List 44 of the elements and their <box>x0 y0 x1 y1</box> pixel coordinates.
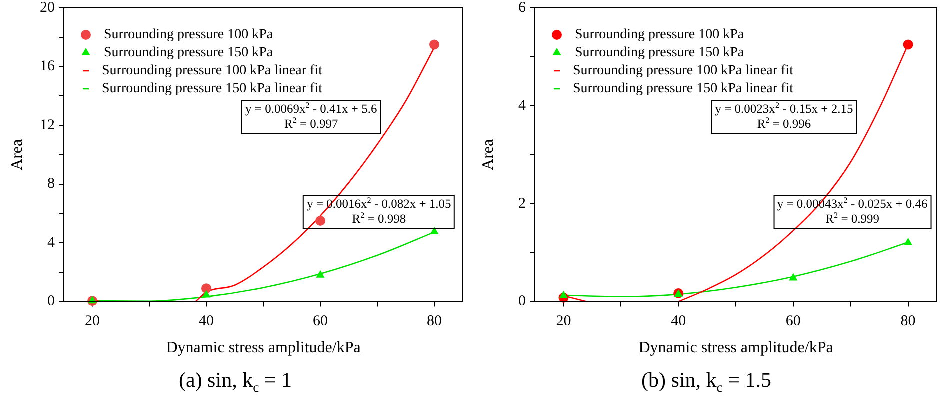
y-axis-title: Area <box>8 139 26 170</box>
point <box>903 40 914 50</box>
y-tick-label: 4 <box>518 98 526 114</box>
point <box>789 273 798 281</box>
legend-label: Surrounding pressure 150 kPa linear fit <box>573 82 794 97</box>
legend-label: Surrounding pressure 150 kPa <box>575 46 745 61</box>
y-tick-label: 16 <box>40 58 56 75</box>
y-tick-label: 4 <box>48 234 56 251</box>
legend-label: Surrounding pressure 100 kPa linear fit <box>102 64 323 79</box>
point <box>430 40 440 50</box>
text: (b) sin, k$_{c}$ = 1.5 <box>640 368 772 396</box>
y-tick-label: 0 <box>48 294 55 310</box>
y-tick-label: 12 <box>40 117 55 134</box>
y-tick-label: 2 <box>518 196 526 212</box>
point <box>430 227 439 235</box>
x-tick-label: 60 <box>313 314 328 330</box>
x-tick-label: 80 <box>427 314 442 330</box>
legend-label: Surrounding pressure 100 kPa <box>104 28 274 43</box>
text: y = 0.0069x$^{2}$ - 0.41x + 5.6 R$^{2}$ = 0.997 <box>246 100 378 131</box>
text: (a) sin, k$_{c}$ = 1 <box>178 368 293 396</box>
x-axis-title: Dynamic stress amplitude/kPa <box>638 340 834 357</box>
x-tick-label: 60 <box>786 314 801 330</box>
legend-label: Surrounding pressure 100 kPa linear fit <box>573 64 794 79</box>
legend-label: Surrounding pressure 100 kPa <box>575 28 745 43</box>
x-tick-label: 20 <box>85 314 100 330</box>
y-tick-label: 0 <box>518 294 526 310</box>
y-axis-title: Area <box>480 139 497 170</box>
point <box>316 216 326 226</box>
point <box>202 290 211 298</box>
y-tick-label: 8 <box>48 176 55 192</box>
legend-label: Surrounding pressure 150 kPa linear fit <box>102 82 323 97</box>
x-tick-label: 40 <box>199 314 214 330</box>
x-tick-label: 40 <box>671 314 686 330</box>
text: y = 0.0023x$^{2}$ - 0.15x + 2.15 R$^{2}$ = 0.996 <box>715 100 854 131</box>
x-tick-label: 20 <box>556 314 572 330</box>
x-tick-label: 80 <box>900 314 916 330</box>
point <box>559 290 568 298</box>
point <box>316 270 325 278</box>
y-tick-label: 20 <box>40 0 55 16</box>
point <box>202 284 212 294</box>
y-tick-label: 6 <box>518 0 526 16</box>
x-axis-title: Dynamic stress amplitude/kPa <box>166 340 361 357</box>
point <box>904 238 913 246</box>
legend-label: Surrounding pressure 150 kPa <box>104 46 274 61</box>
